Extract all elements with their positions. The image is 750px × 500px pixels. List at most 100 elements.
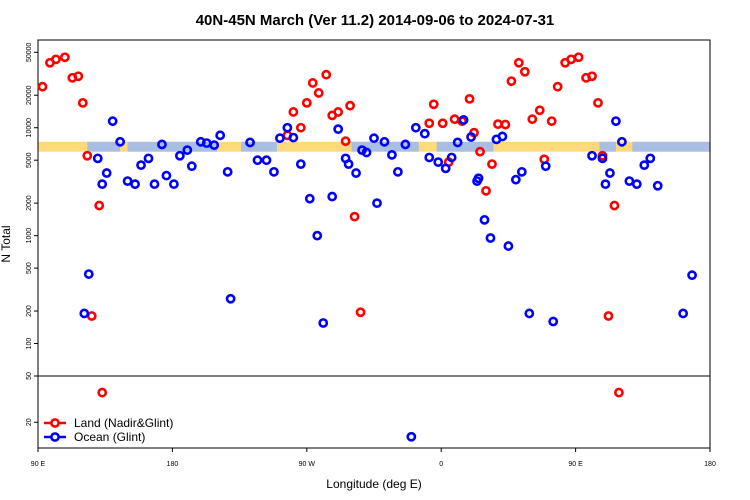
ocean-point bbox=[83, 269, 94, 279]
ocean-point bbox=[410, 122, 421, 133]
ocean-point bbox=[479, 214, 490, 225]
land-point bbox=[481, 185, 491, 196]
plot-frame bbox=[37, 39, 711, 449]
land-point bbox=[82, 150, 93, 161]
ocean-point bbox=[282, 122, 293, 133]
band-segment bbox=[599, 141, 616, 152]
ocean-point bbox=[252, 155, 263, 166]
ocean-point bbox=[97, 179, 108, 190]
land-point bbox=[573, 52, 584, 63]
legend-label: Land (Nadir&Glint) bbox=[74, 416, 173, 430]
land-point bbox=[500, 119, 511, 130]
band-layer bbox=[38, 141, 710, 152]
land-point bbox=[51, 54, 61, 65]
x-tick-label: 90 E bbox=[31, 461, 46, 468]
legend-marker bbox=[50, 418, 60, 428]
land-point bbox=[603, 311, 614, 321]
ocean-point bbox=[587, 150, 597, 161]
land-point bbox=[519, 66, 530, 77]
y-ticks: 100 200 500 1000 2000 5000 10000 20000 50000 20 50 bbox=[26, 42, 38, 426]
ocean-point bbox=[392, 166, 403, 177]
land-point bbox=[345, 100, 356, 111]
land-point bbox=[424, 118, 435, 129]
ocean-point bbox=[424, 152, 435, 163]
ocean-point bbox=[497, 131, 508, 142]
y-tick-label: 100 bbox=[26, 338, 33, 350]
land-point bbox=[493, 119, 503, 130]
land-point bbox=[355, 307, 366, 318]
x-ticks: 90 E 180 90 W 0 90 E 180 bbox=[31, 448, 716, 468]
band-segment bbox=[241, 141, 277, 152]
land-point bbox=[437, 118, 448, 129]
ocean-point bbox=[261, 155, 272, 166]
ocean-point bbox=[387, 149, 397, 160]
ocean-point bbox=[130, 179, 140, 190]
land-point bbox=[340, 136, 351, 147]
land-point bbox=[313, 88, 324, 98]
points-layer bbox=[37, 52, 697, 442]
land-point bbox=[86, 311, 97, 321]
land-point bbox=[566, 54, 577, 65]
ocean-point bbox=[597, 153, 608, 164]
ocean-point bbox=[149, 179, 160, 190]
chart-title: 40N-45N March (Ver 11.2) 2014-09-06 to 2… bbox=[196, 12, 555, 29]
land-point bbox=[449, 114, 460, 125]
land-point bbox=[587, 71, 597, 82]
ocean-point bbox=[466, 132, 476, 142]
y-tick-label: 20000 bbox=[26, 85, 33, 105]
land-point bbox=[288, 107, 299, 117]
ocean-point bbox=[379, 136, 390, 147]
land-point bbox=[333, 107, 344, 117]
ocean-point bbox=[616, 136, 627, 147]
ocean-point bbox=[652, 180, 663, 191]
ocean-point bbox=[372, 198, 382, 209]
ocean-point bbox=[107, 116, 118, 127]
ocean-point bbox=[168, 179, 179, 190]
land-point bbox=[487, 159, 497, 170]
land-point bbox=[77, 97, 88, 108]
ocean-point bbox=[524, 308, 535, 319]
land-point bbox=[295, 122, 306, 133]
ocean-point bbox=[452, 137, 463, 148]
ocean-point bbox=[639, 160, 650, 171]
ocean-point bbox=[101, 168, 112, 178]
ocean-point bbox=[600, 179, 611, 190]
ocean-point bbox=[269, 166, 279, 177]
land-point bbox=[94, 200, 105, 211]
ocean-point bbox=[485, 233, 496, 243]
y-tick-label: 20 bbox=[26, 418, 33, 426]
x-tick-label: 0 bbox=[439, 461, 443, 468]
land-point bbox=[349, 211, 360, 222]
x-tick-label: 180 bbox=[704, 461, 716, 468]
ocean-point bbox=[369, 133, 379, 144]
y-tick-label: 50000 bbox=[26, 42, 33, 62]
ocean-point bbox=[157, 139, 167, 150]
ocean-point bbox=[361, 147, 372, 158]
y-tick-label: 5000 bbox=[26, 152, 33, 168]
ocean-point bbox=[288, 132, 299, 143]
ocean-point bbox=[446, 152, 457, 163]
land-point bbox=[506, 76, 517, 87]
ocean-point bbox=[645, 153, 656, 164]
land-point bbox=[546, 116, 557, 127]
ocean-point bbox=[186, 161, 197, 172]
ocean-point bbox=[222, 166, 233, 177]
legend-marker bbox=[50, 432, 60, 442]
x-tick-label: 90 W bbox=[299, 461, 316, 468]
land-point bbox=[593, 97, 603, 108]
ocean-point bbox=[548, 316, 559, 327]
ocean-point bbox=[115, 136, 126, 147]
land-point bbox=[614, 387, 624, 398]
ocean-point bbox=[458, 115, 469, 125]
land-point bbox=[321, 69, 332, 80]
land-point bbox=[37, 81, 48, 92]
ocean-point bbox=[327, 191, 338, 202]
ocean-point bbox=[182, 145, 193, 156]
ocean-point bbox=[174, 150, 185, 161]
y-tick-label: 10000 bbox=[26, 118, 33, 138]
ocean-point bbox=[333, 124, 344, 135]
land-point bbox=[59, 52, 70, 63]
land-point bbox=[513, 57, 524, 68]
band-segment bbox=[436, 141, 494, 152]
ocean-point bbox=[318, 318, 329, 328]
